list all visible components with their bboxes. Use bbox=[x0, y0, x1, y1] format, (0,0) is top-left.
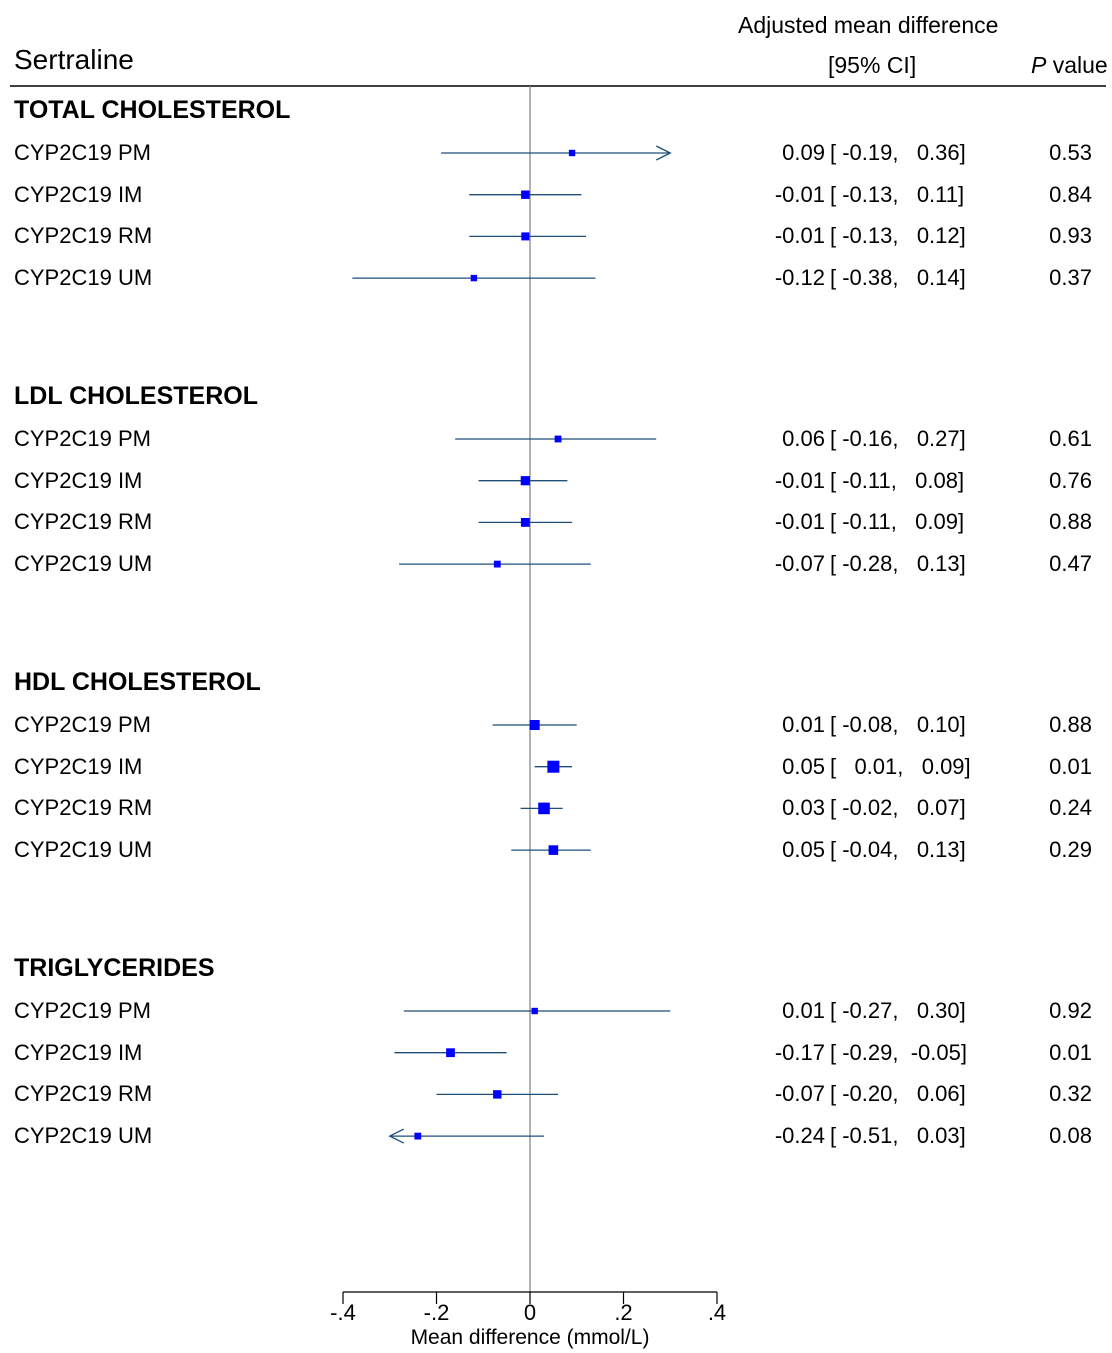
confidence-interval: [ 0.01, 0.09] bbox=[830, 753, 971, 779]
row-label: CYP2C19 IM bbox=[14, 1039, 143, 1065]
confidence-interval: [ -0.51, 0.03] bbox=[830, 1123, 966, 1149]
p-value: 0.37 bbox=[1049, 265, 1092, 291]
p-value: 0.84 bbox=[1049, 181, 1092, 207]
x-axis-label: Mean difference (mmol/L) bbox=[410, 1326, 650, 1349]
row-label: CYP2C19 RM bbox=[14, 509, 153, 535]
x-tick-label: -.2 bbox=[423, 1300, 450, 1325]
effect-column-header: Adjusted mean difference bbox=[738, 12, 999, 38]
p-value: 0.01 bbox=[1049, 1039, 1092, 1065]
x-tick-label: 0 bbox=[523, 1300, 537, 1325]
ci-arrow-right bbox=[655, 145, 672, 161]
p-value: 0.08 bbox=[1049, 1123, 1092, 1149]
estimate-value: 0.05 bbox=[782, 753, 825, 779]
point-estimate-marker bbox=[568, 149, 576, 157]
point-estimate-marker bbox=[529, 720, 540, 730]
p-value: 0.24 bbox=[1049, 795, 1092, 821]
estimate-value: -0.12 bbox=[774, 265, 825, 291]
ci-arrow-left bbox=[388, 1128, 405, 1144]
point-estimate-marker bbox=[446, 1048, 455, 1058]
confidence-interval: [ -0.02, 0.07] bbox=[830, 795, 966, 821]
confidence-interval: [ -0.13, 0.12] bbox=[830, 223, 966, 249]
p-value: 0.76 bbox=[1049, 467, 1092, 493]
estimate-value: -0.01 bbox=[774, 467, 825, 493]
row-label: CYP2C19 UM bbox=[14, 1123, 153, 1149]
x-tick-label: .2 bbox=[614, 1300, 633, 1325]
row-label: CYP2C19 IM bbox=[14, 753, 143, 779]
p-value: 0.92 bbox=[1049, 998, 1092, 1023]
p-value: 0.93 bbox=[1049, 223, 1092, 249]
row-label: CYP2C19 RM bbox=[14, 223, 153, 249]
row-label: CYP2C19 UM bbox=[14, 265, 153, 291]
point-estimate-marker bbox=[547, 760, 560, 773]
point-estimate-marker bbox=[531, 1007, 538, 1015]
point-estimate-marker bbox=[520, 518, 530, 527]
p-value: 0.88 bbox=[1049, 712, 1092, 737]
estimate-value: -0.01 bbox=[774, 509, 825, 535]
point-estimate-marker bbox=[520, 476, 530, 486]
estimate-value: -0.07 bbox=[774, 551, 825, 577]
point-estimate-marker bbox=[414, 1132, 422, 1140]
confidence-interval: [ -0.27, 0.30] bbox=[830, 998, 966, 1023]
confidence-interval: [ -0.20, 0.06] bbox=[830, 1081, 966, 1107]
confidence-interval: [ -0.04, 0.13] bbox=[830, 837, 966, 863]
estimate-value: -0.01 bbox=[774, 181, 825, 207]
point-estimate-marker bbox=[470, 274, 478, 282]
p-value: 0.53 bbox=[1049, 140, 1092, 165]
row-label: CYP2C19 UM bbox=[14, 551, 153, 577]
confidence-interval: [ -0.08, 0.10] bbox=[830, 712, 966, 737]
p-value: 0.61 bbox=[1049, 426, 1092, 451]
point-estimate-marker bbox=[521, 190, 530, 199]
confidence-interval: [ -0.38, 0.14] bbox=[830, 265, 966, 291]
confidence-interval: [ -0.16, 0.27] bbox=[830, 426, 966, 451]
estimate-value: 0.09 bbox=[782, 140, 825, 165]
estimate-value: 0.01 bbox=[782, 712, 825, 737]
point-estimate-marker bbox=[493, 1090, 502, 1099]
x-tick-label: -.4 bbox=[330, 1300, 356, 1325]
section-heading: LDL CHOLESTEROL bbox=[14, 382, 258, 410]
row-label: CYP2C19 RM bbox=[14, 795, 153, 821]
estimate-value: -0.07 bbox=[774, 1081, 825, 1107]
p-value: 0.01 bbox=[1049, 753, 1092, 779]
estimate-value: -0.01 bbox=[774, 223, 825, 249]
p-value: 0.47 bbox=[1049, 551, 1092, 577]
row-label: CYP2C19 RM bbox=[14, 1081, 153, 1107]
chart-title: Sertraline bbox=[14, 44, 134, 75]
row-label: CYP2C19 PM bbox=[14, 426, 151, 451]
point-estimate-marker bbox=[554, 435, 562, 443]
p-value-word: value bbox=[1046, 52, 1108, 78]
confidence-interval: [ -0.11, 0.08] bbox=[830, 467, 965, 493]
ci-column-header: [95% CI] bbox=[828, 52, 917, 78]
x-tick-label: .4 bbox=[707, 1300, 727, 1325]
row-label: CYP2C19 PM bbox=[14, 712, 151, 737]
section-heading: TOTAL CHOLESTEROL bbox=[14, 96, 291, 124]
row-label: CYP2C19 UM bbox=[14, 837, 153, 863]
p-symbol: P bbox=[1031, 52, 1047, 78]
point-estimate-marker bbox=[548, 845, 559, 855]
estimate-value: -0.24 bbox=[774, 1123, 825, 1149]
point-estimate-marker bbox=[493, 560, 501, 568]
confidence-interval: [ -0.11, 0.09] bbox=[830, 509, 965, 535]
point-estimate-marker bbox=[521, 232, 530, 241]
p-value: 0.32 bbox=[1049, 1081, 1092, 1107]
p-value-column-header: P value bbox=[1031, 52, 1108, 79]
section-heading: TRIGLYCERIDES bbox=[14, 954, 215, 982]
p-value: 0.88 bbox=[1049, 509, 1092, 535]
estimate-value: 0.01 bbox=[782, 998, 825, 1023]
row-label: CYP2C19 IM bbox=[14, 467, 143, 493]
estimate-value: 0.06 bbox=[782, 426, 825, 451]
estimate-value: 0.03 bbox=[782, 795, 825, 821]
estimate-value: -0.17 bbox=[774, 1039, 825, 1065]
p-value: 0.29 bbox=[1049, 837, 1092, 863]
confidence-interval: [ -0.13, 0.11] bbox=[830, 181, 965, 207]
point-estimate-marker bbox=[538, 802, 550, 815]
row-label: CYP2C19 PM bbox=[14, 998, 151, 1023]
confidence-interval: [ -0.19, 0.36] bbox=[830, 140, 966, 165]
section-heading: HDL CHOLESTEROL bbox=[14, 668, 261, 696]
row-label: CYP2C19 PM bbox=[14, 140, 151, 165]
confidence-interval: [ -0.29, -0.05] bbox=[830, 1039, 967, 1065]
row-label: CYP2C19 IM bbox=[14, 181, 143, 207]
confidence-interval: [ -0.28, 0.13] bbox=[830, 551, 966, 577]
estimate-value: 0.05 bbox=[782, 837, 825, 863]
